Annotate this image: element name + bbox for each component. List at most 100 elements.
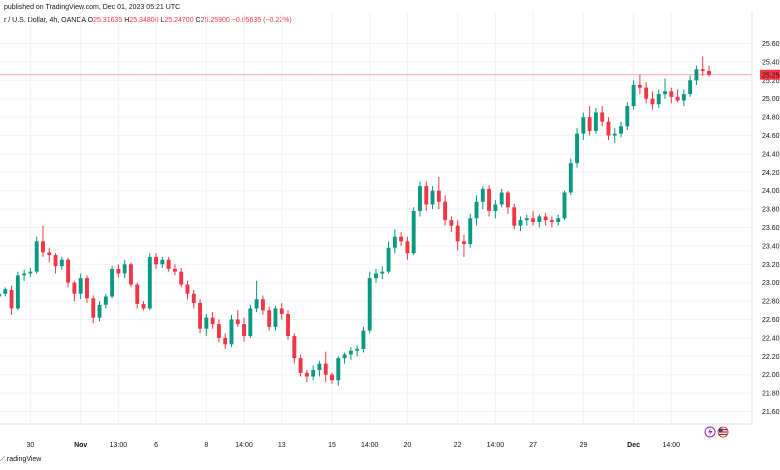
change-value: −0.05635 (−0.22%) [231,17,292,24]
candle-body [443,201,448,221]
y-tick-label: 25.20 [762,78,780,85]
event-icons [704,426,729,438]
x-tick-label: 14:00 [361,442,379,449]
y-tick-label: 22.80 [762,299,780,306]
candle-body [575,133,580,164]
candle-body [72,282,77,294]
candle-body [656,94,661,105]
candle-body [317,363,322,371]
x-tick-label: 30 [27,442,35,449]
y-tick-label: 24.40 [762,151,780,158]
candle-body [141,303,146,309]
x-tick-label: 14:00 [235,442,253,449]
candle-body [537,216,542,222]
high-value: 25.34800 [129,17,159,24]
candle-body [166,259,171,269]
candle-body [311,370,316,377]
candle-body [323,363,328,375]
candle-body [172,268,177,272]
candle-body [581,117,586,134]
candle-body [22,273,27,276]
candle-body [267,310,272,327]
candle-body [462,241,466,245]
candle-body [47,252,52,256]
candle-body [367,278,372,331]
candle-body [436,190,441,202]
candle-body [260,299,265,311]
candle-body [568,163,573,193]
candle-body [179,271,184,285]
candle-body [128,264,133,285]
candle-body [330,374,334,381]
candle-body [135,284,140,304]
y-tick-label: 24.80 [762,115,780,122]
published-caption: published on TradingView.com, Dec 01, 20… [4,4,181,11]
y-tick-label: 25.40 [762,59,780,66]
candle-body [160,259,165,265]
low-label: L [160,17,165,24]
candle-body [85,278,89,299]
close-value: 25.25900 [200,17,230,24]
x-tick-label: 29 [579,442,587,449]
candle-body [229,319,234,345]
lightning-icon[interactable] [704,426,716,438]
candle-body [562,192,567,219]
candle-body [386,247,391,272]
candle-body [336,358,341,381]
candle-body [304,372,309,377]
candle-body [487,188,492,211]
y-tick-label: 22.40 [762,335,780,342]
candle-body [663,91,667,95]
last-price-badge-box [760,69,780,80]
candle-body [286,313,290,337]
candle-body [103,296,108,305]
candle-body [493,204,498,211]
candles [0,56,711,386]
candle-body [455,225,460,242]
candle-body [650,98,655,105]
ohlc-legend: r / U.S. Dollar, 4h, OANDA O25.31635 H25… [4,17,292,24]
candle-body [707,71,711,75]
candle-body [380,271,385,274]
candle-body [361,330,366,349]
y-tick-label: 22.60 [762,317,780,324]
candle-body [41,241,45,253]
candle-body [531,218,536,222]
candle-body [204,317,209,329]
x-tick-label: Dec [627,442,640,449]
candle-body [116,268,121,274]
x-tick-label: 27 [529,442,537,449]
candle-body [675,96,680,101]
y-axis[interactable]: 21.60 21.80 22.00 22.20 22.40 22.60 22.80 23.00… [751,12,780,424]
grid [0,12,752,424]
x-tick-label: Nov [74,442,87,449]
low-value: 25.24700 [164,17,194,24]
candle-body [110,268,115,297]
candle-body [279,308,284,314]
candle-body [374,273,378,279]
candle-body [185,284,190,294]
brand-text: radingView [6,456,42,463]
candle-body [91,298,96,318]
us-flag-icon[interactable] [717,426,729,438]
candle-body [0,293,1,297]
candle-body [480,188,485,202]
candle-body [191,293,196,303]
candle-body [147,256,152,309]
y-tick-label: 23.40 [762,243,780,250]
candle-body [210,317,215,325]
candle-body [637,84,642,88]
y-tick-label: 24.00 [762,188,780,195]
candle-body [298,358,303,373]
candle-body [28,271,33,274]
candle-body [612,133,617,136]
candle-body [418,186,422,211]
candle-body [405,241,410,254]
x-axis[interactable]: 30 Nov 13:00 6 8 14:00 13 15 14:00 20 22 14:00 27 29 D… [0,423,752,449]
candle-body [468,218,473,245]
candle-body [625,106,630,127]
candle-body [9,290,14,309]
candle-body [619,126,623,134]
x-tick-label: 14:00 [487,442,505,449]
